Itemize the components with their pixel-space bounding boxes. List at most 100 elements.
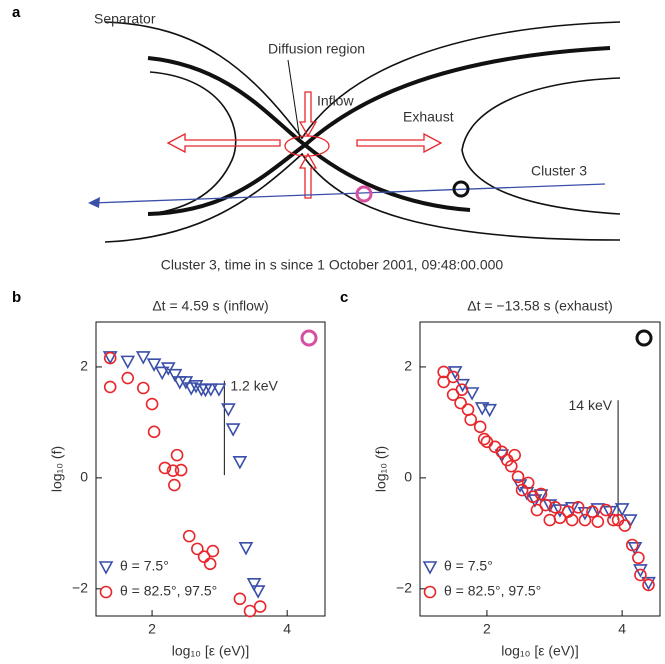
point: [464, 413, 478, 426]
outflow-arrow: [356, 132, 443, 154]
point: [578, 513, 592, 527]
point: [170, 448, 184, 462]
label: Diffusion region: [268, 41, 365, 57]
x-axis-label: log₁₀ [ε (eV)]: [501, 643, 578, 659]
x-tick-label: 2: [148, 621, 156, 637]
legend-label: θ = 82.5°, 97.5°: [444, 583, 541, 599]
point: [197, 550, 211, 563]
annotation-label: 14 keV: [568, 397, 612, 413]
y-tick-label: 2: [80, 358, 88, 374]
point: [182, 529, 196, 543]
point: [526, 490, 540, 504]
point: [253, 600, 267, 613]
point: [571, 500, 585, 514]
point: [591, 515, 605, 528]
point: [534, 487, 548, 501]
label: Separator: [94, 11, 156, 27]
position-marker: [452, 180, 470, 198]
point: [508, 448, 521, 462]
chart-title: Δt = 4.59 s (inflow): [152, 298, 268, 314]
point: [246, 578, 262, 592]
point: [455, 383, 469, 396]
point: [203, 383, 219, 397]
point: [548, 500, 562, 514]
position-marker: [300, 329, 318, 347]
legend-label: θ = 7.5°: [444, 558, 493, 574]
point: [565, 513, 579, 527]
point: [553, 511, 567, 525]
point: [233, 592, 247, 606]
point: [446, 370, 460, 384]
trajectory-arrowhead: [88, 197, 100, 208]
point: [642, 578, 655, 592]
label: Exhaust: [403, 109, 454, 125]
point: [172, 376, 188, 390]
point: [135, 351, 151, 365]
inflow-arrow: [298, 91, 318, 138]
y-axis-label: log₁₀ (f): [49, 446, 65, 492]
pointer: [287, 59, 301, 141]
point: [504, 459, 518, 473]
point: [480, 435, 494, 449]
point: [103, 380, 117, 394]
point: [225, 423, 241, 437]
chart-title: Δt = −13.58 s (exhaust): [467, 298, 613, 314]
point: [482, 403, 497, 418]
point: [221, 403, 236, 417]
point: [515, 483, 529, 497]
point: [599, 503, 613, 517]
point: [121, 371, 135, 385]
point: [464, 387, 480, 401]
field-line: [149, 71, 237, 215]
point: [191, 542, 204, 556]
point: [103, 351, 117, 365]
point: [160, 362, 176, 376]
panel-label: b: [12, 289, 21, 306]
point: [447, 366, 463, 380]
x-axis-label: log₁₀ [ε (eV)]: [172, 643, 249, 659]
point: [174, 463, 188, 477]
panel-label: c: [340, 289, 348, 306]
point: [250, 585, 266, 599]
point: [454, 396, 467, 410]
legend-marker: [422, 561, 438, 575]
field-line: [104, 21, 621, 140]
point: [238, 541, 254, 556]
legend-label: θ = 7.5°: [120, 558, 169, 574]
point: [614, 503, 630, 517]
point: [206, 544, 220, 558]
y-tick-label: 2: [404, 358, 412, 374]
point: [437, 365, 450, 379]
y-tick-label: −2: [396, 580, 412, 596]
plot-frame: [419, 321, 661, 617]
point: [627, 541, 643, 556]
point: [539, 498, 553, 512]
x-tick-label: 2: [483, 621, 491, 637]
label: Inflow: [317, 93, 354, 109]
diagram: a Separator Diffusion region Inflow Exha…: [12, 4, 621, 273]
point: [586, 505, 599, 519]
trajectory: [91, 183, 606, 204]
position-marker: [635, 329, 653, 347]
point: [232, 455, 248, 470]
point: [634, 568, 647, 582]
legend-marker: [423, 585, 437, 599]
y-tick-label: 0: [80, 469, 88, 485]
point: [542, 499, 558, 513]
outflow-arrow: [166, 132, 281, 154]
label: Cluster 3: [531, 163, 587, 179]
x-tick-label: 4: [283, 621, 291, 637]
point: [136, 381, 150, 395]
plot-frame: [95, 321, 326, 617]
point: [243, 604, 257, 618]
point: [146, 358, 162, 372]
point: [607, 513, 620, 527]
y-tick-label: −2: [72, 580, 88, 596]
point: [188, 379, 204, 394]
point: [511, 470, 525, 484]
point: [154, 366, 170, 381]
legend-label: θ = 82.5°, 97.5°: [120, 583, 217, 599]
inflow-arrow: [298, 152, 318, 199]
point: [167, 368, 183, 383]
